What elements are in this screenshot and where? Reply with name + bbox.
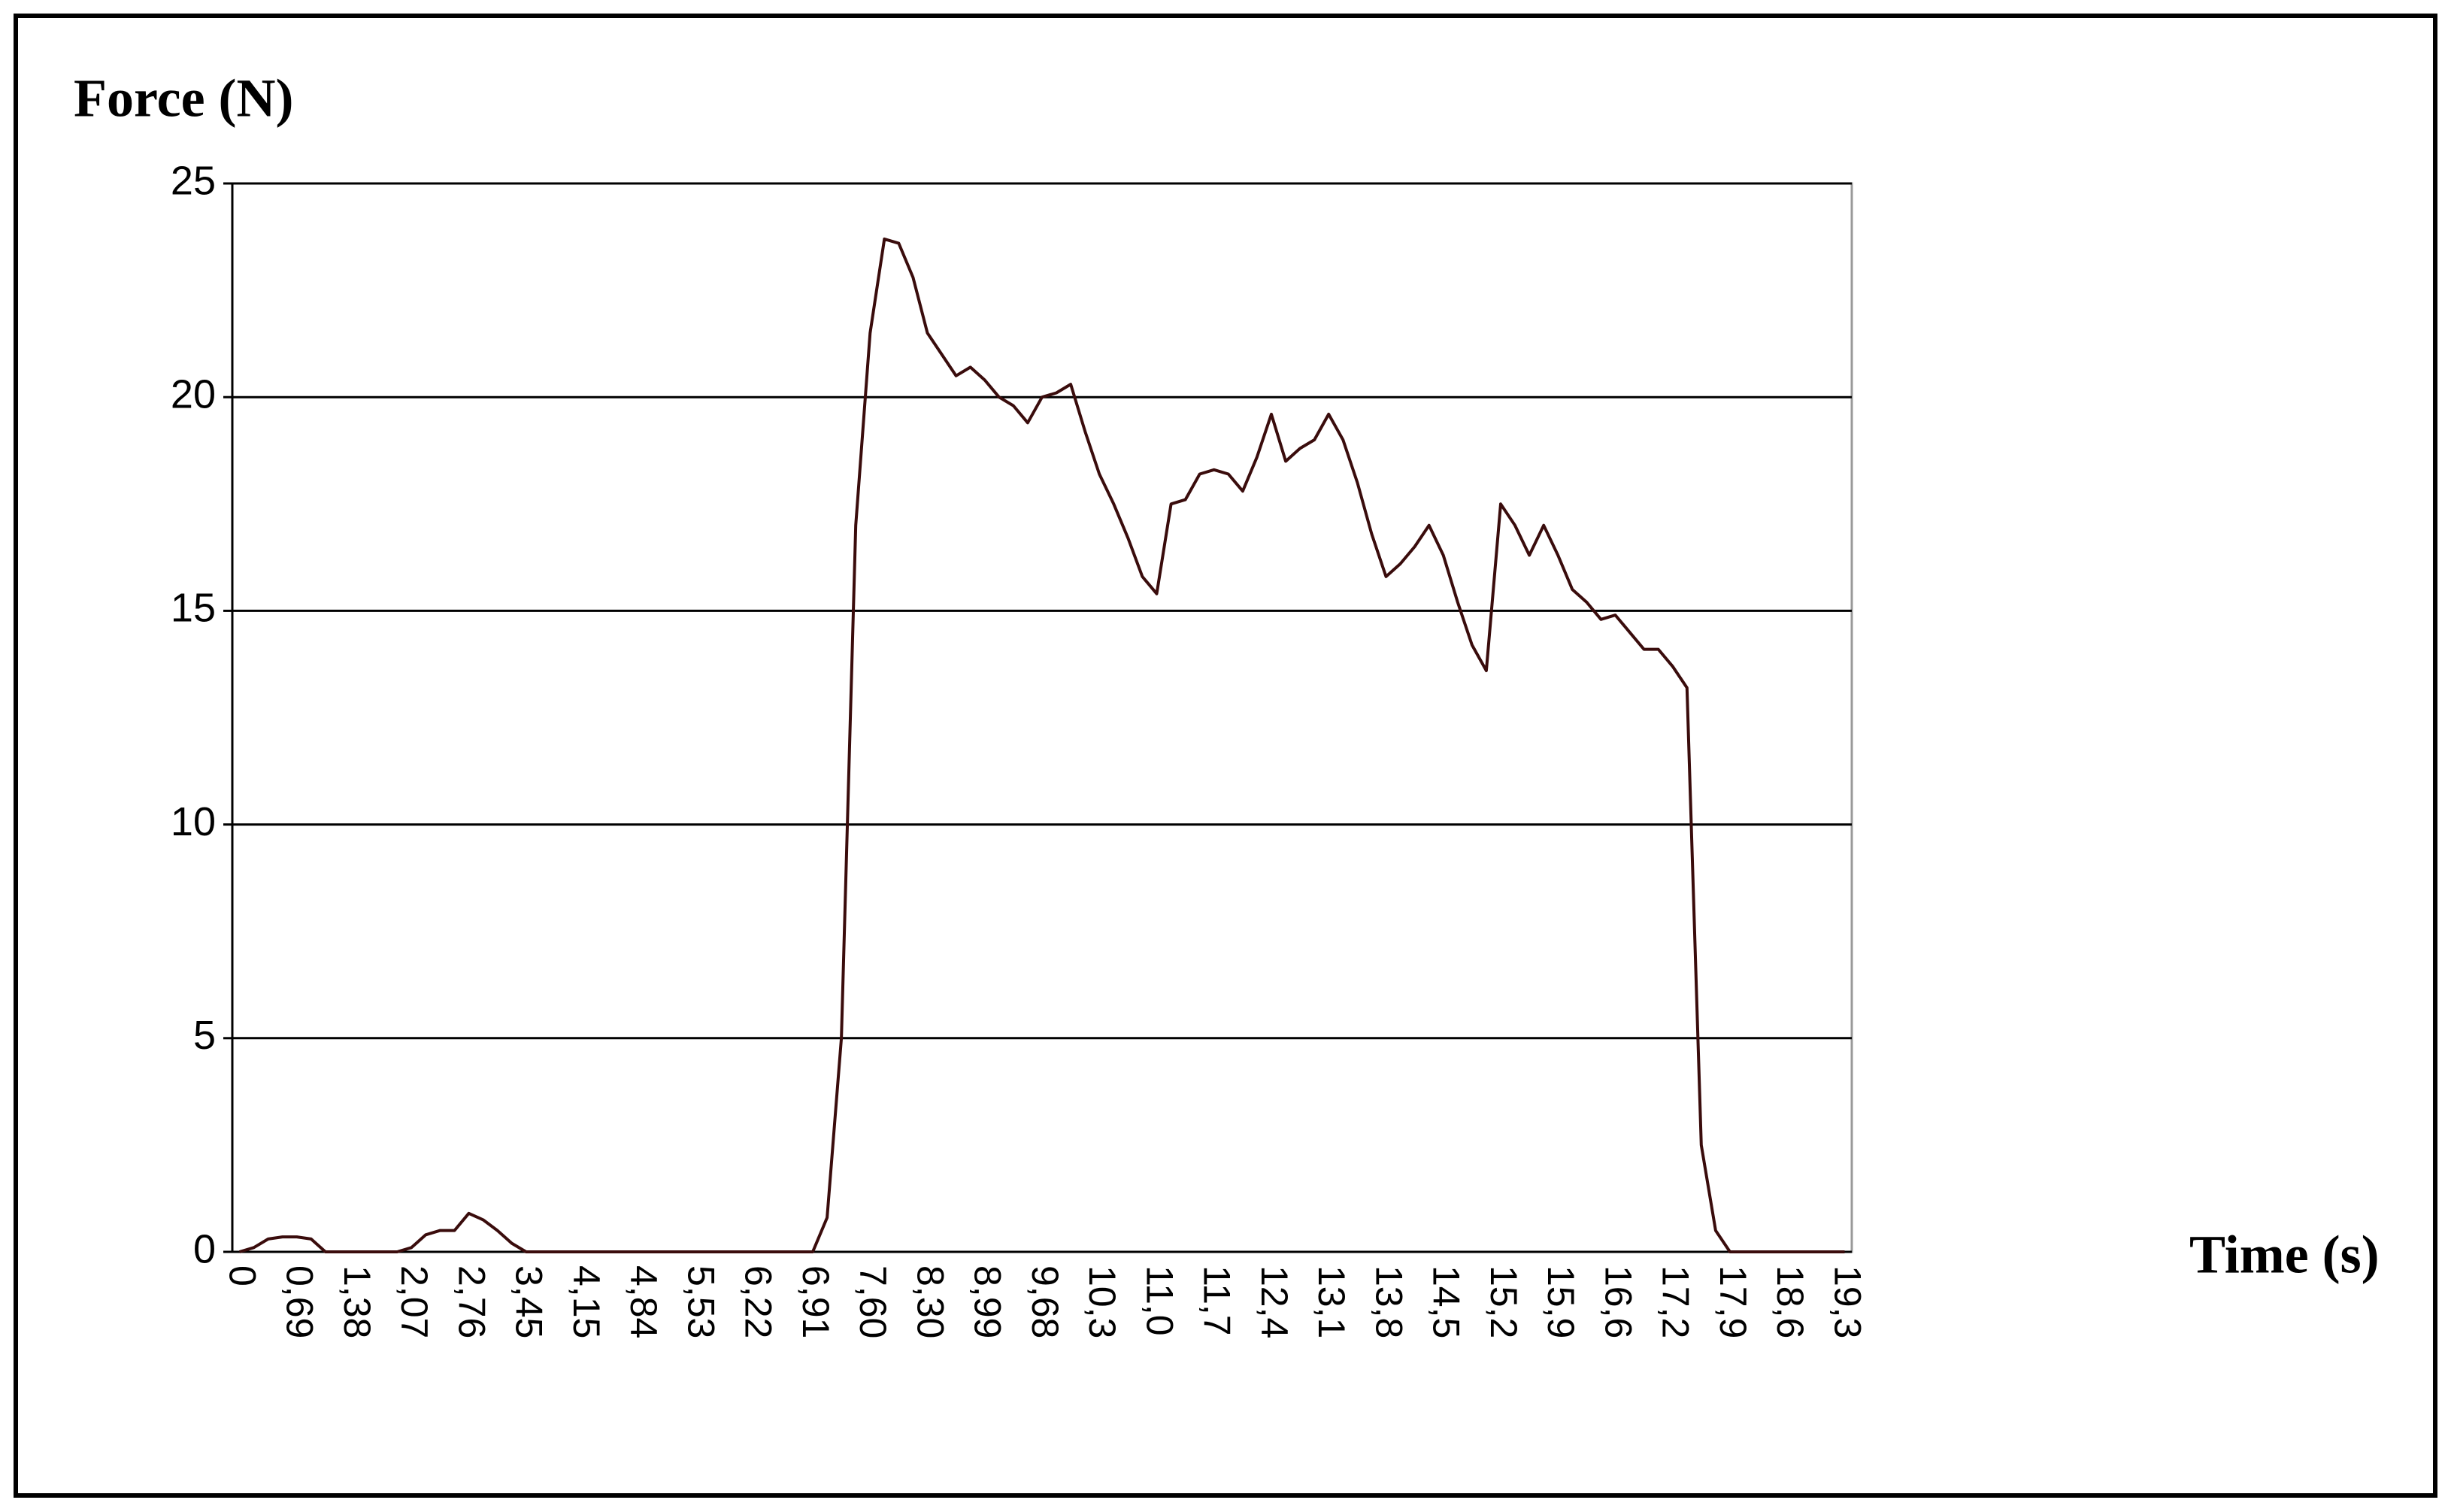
x-tick-label: 3,45: [508, 1265, 550, 1338]
y-tick-label: 0: [193, 1226, 216, 1271]
x-tick-label: 4,84: [623, 1265, 665, 1338]
x-axis-label: Time (s): [2189, 1225, 2380, 1285]
data-line: [238, 237, 1845, 1253]
x-tick-label: 1,38: [336, 1265, 378, 1338]
x-tick-label: 11,7: [1196, 1265, 1238, 1336]
y-tick-label: 15: [171, 586, 216, 631]
x-tick-label: 5,53: [680, 1265, 722, 1338]
y-axis-label: Force (N): [74, 68, 294, 129]
x-tick-label: 2,76: [450, 1265, 492, 1338]
x-tick-label: 7,60: [852, 1265, 894, 1338]
x-tick-label: 15,2: [1483, 1265, 1525, 1338]
x-tick-label: 6,91: [795, 1265, 837, 1338]
x-tick-label: 17,2: [1655, 1265, 1697, 1338]
x-tick-label: 11,0: [1138, 1265, 1180, 1336]
x-tick-label: 18,6: [1769, 1265, 1811, 1338]
x-tick-label: 0,69: [279, 1265, 321, 1338]
x-tick-label: 0: [221, 1265, 263, 1286]
x-tick-label: 16,6: [1597, 1265, 1639, 1338]
x-tick-label: 2,07: [393, 1265, 435, 1338]
y-tick-label: 20: [171, 371, 216, 417]
y-tick-label: 10: [171, 799, 216, 844]
x-tick-label: 12,4: [1253, 1265, 1295, 1338]
x-tick-label: 13,8: [1368, 1265, 1410, 1338]
x-tick-label: 19,3: [1826, 1265, 1868, 1338]
x-tick-label: 17,9: [1712, 1265, 1754, 1338]
x-tick-label: 6,22: [738, 1265, 780, 1338]
x-tick-label: 9,68: [1024, 1265, 1066, 1338]
x-tick-label: 14,5: [1425, 1265, 1468, 1338]
x-tick-label: 13,1: [1310, 1265, 1353, 1338]
frame: [14, 14, 2437, 1498]
x-tick-label: 4,15: [565, 1265, 607, 1338]
y-tick-label: 5: [193, 1013, 216, 1058]
x-tick-label: 10,3: [1081, 1265, 1123, 1338]
y-tick-label: 25: [171, 158, 216, 203]
x-tick-label: 8,30: [909, 1265, 951, 1338]
x-tick-label: 15,9: [1540, 1265, 1582, 1338]
x-tick-label: 8,99: [967, 1265, 1009, 1338]
